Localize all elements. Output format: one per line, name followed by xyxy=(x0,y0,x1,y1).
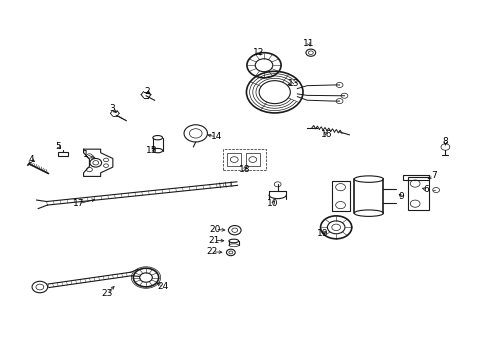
Text: 3: 3 xyxy=(109,104,115,113)
Text: 20: 20 xyxy=(209,225,221,234)
Bar xyxy=(331,181,349,211)
Bar xyxy=(407,177,428,210)
Text: 19: 19 xyxy=(316,229,327,238)
Text: 7: 7 xyxy=(430,171,436,180)
Text: 14: 14 xyxy=(210,132,222,141)
Text: 18: 18 xyxy=(238,165,250,174)
Text: 5: 5 xyxy=(55,142,61,151)
Text: 17: 17 xyxy=(73,199,84,208)
Text: 13: 13 xyxy=(287,79,298,88)
Text: 22: 22 xyxy=(206,247,217,256)
Bar xyxy=(222,149,266,170)
Text: 15: 15 xyxy=(146,146,157,155)
Text: 10: 10 xyxy=(266,199,278,208)
Text: 1: 1 xyxy=(83,150,89,159)
Text: 9: 9 xyxy=(398,192,404,201)
Text: 6: 6 xyxy=(422,185,428,194)
Text: 24: 24 xyxy=(157,282,168,291)
Bar xyxy=(245,153,259,166)
Bar xyxy=(58,152,68,156)
Bar xyxy=(403,175,428,180)
Bar xyxy=(227,153,241,166)
Text: 21: 21 xyxy=(208,236,220,245)
Text: 12: 12 xyxy=(253,48,264,57)
Text: 23: 23 xyxy=(101,289,112,298)
Text: 16: 16 xyxy=(320,130,331,139)
Text: 2: 2 xyxy=(144,86,149,95)
Text: 4: 4 xyxy=(28,155,34,164)
Text: 11: 11 xyxy=(303,39,314,48)
Text: 8: 8 xyxy=(442,137,447,146)
